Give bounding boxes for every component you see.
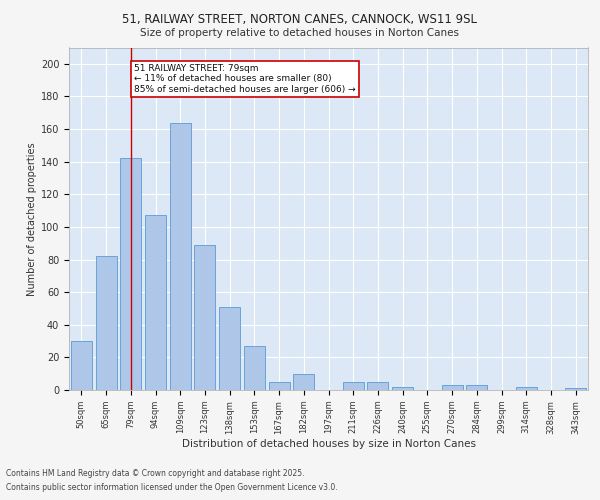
Bar xyxy=(244,346,265,390)
Bar xyxy=(293,374,314,390)
Bar xyxy=(145,216,166,390)
Text: Contains HM Land Registry data © Crown copyright and database right 2025.: Contains HM Land Registry data © Crown c… xyxy=(6,468,305,477)
Y-axis label: Number of detached properties: Number of detached properties xyxy=(26,142,37,296)
Bar xyxy=(392,386,413,390)
Bar xyxy=(170,122,191,390)
Bar xyxy=(219,307,240,390)
Bar xyxy=(343,382,364,390)
Text: Contains public sector information licensed under the Open Government Licence v3: Contains public sector information licen… xyxy=(6,484,338,492)
Text: 51, RAILWAY STREET, NORTON CANES, CANNOCK, WS11 9SL: 51, RAILWAY STREET, NORTON CANES, CANNOC… xyxy=(122,12,478,26)
Bar xyxy=(466,385,487,390)
Bar xyxy=(516,386,537,390)
Bar xyxy=(95,256,116,390)
X-axis label: Distribution of detached houses by size in Norton Canes: Distribution of detached houses by size … xyxy=(182,439,476,449)
Bar xyxy=(367,382,388,390)
Bar xyxy=(71,341,92,390)
Bar xyxy=(565,388,586,390)
Text: Size of property relative to detached houses in Norton Canes: Size of property relative to detached ho… xyxy=(140,28,460,38)
Bar xyxy=(194,245,215,390)
Text: 51 RAILWAY STREET: 79sqm
← 11% of detached houses are smaller (80)
85% of semi-d: 51 RAILWAY STREET: 79sqm ← 11% of detach… xyxy=(134,64,356,94)
Bar xyxy=(442,385,463,390)
Bar xyxy=(269,382,290,390)
Bar xyxy=(120,158,141,390)
